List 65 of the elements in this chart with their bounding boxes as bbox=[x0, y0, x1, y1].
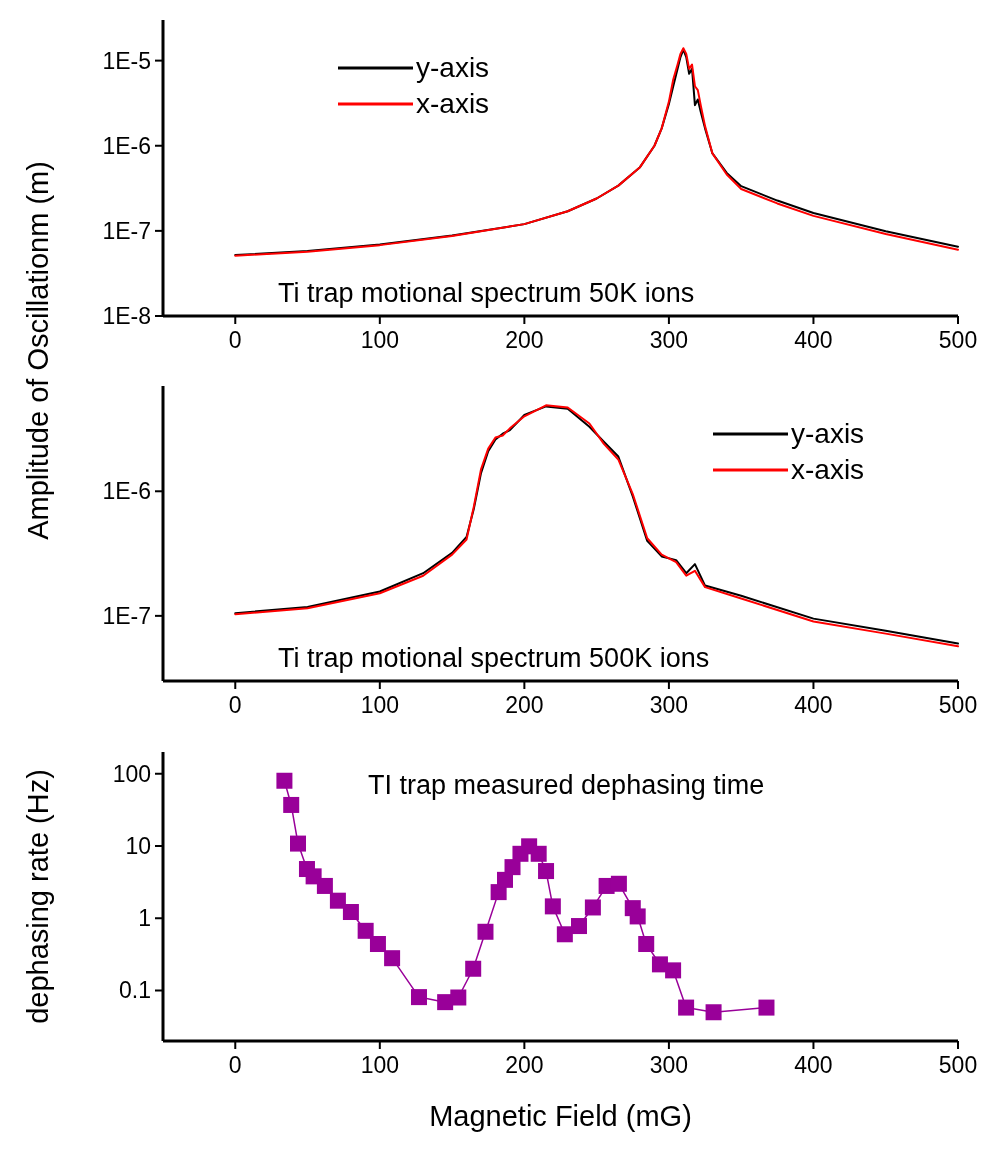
x-tick-label: 300 bbox=[649, 1052, 689, 1078]
point bbox=[329, 892, 346, 909]
point bbox=[450, 989, 467, 1006]
point bbox=[610, 875, 627, 892]
point bbox=[276, 772, 293, 789]
y-tick-label: 0.1 bbox=[119, 977, 151, 1004]
point bbox=[283, 796, 300, 813]
x-tick-label: 100 bbox=[360, 692, 400, 718]
y-tick-label: 100 bbox=[112, 760, 151, 787]
x-tick-label: 0 bbox=[228, 327, 242, 353]
y-tick-label: 1E-6 bbox=[102, 478, 151, 505]
point bbox=[758, 999, 775, 1016]
annotation: TI trap measured dephasing time bbox=[368, 770, 765, 800]
point bbox=[538, 863, 555, 880]
legend-label: y-axis bbox=[416, 52, 490, 83]
point bbox=[384, 950, 401, 967]
y-tick-label: 1E-7 bbox=[102, 602, 151, 629]
x-tick-label: 300 bbox=[649, 692, 689, 718]
point bbox=[369, 936, 386, 953]
x-tick-label: 300 bbox=[649, 327, 689, 353]
point bbox=[477, 923, 494, 940]
point bbox=[465, 960, 482, 977]
point bbox=[571, 918, 587, 935]
y-tick-label: 10 bbox=[125, 833, 151, 859]
x-tick-label: 500 bbox=[938, 1052, 978, 1078]
y-tick-label: 1E-7 bbox=[102, 217, 151, 244]
legend-label: x-axis bbox=[791, 454, 865, 485]
x-tick-label: 0 bbox=[228, 692, 242, 718]
x-tick-label: 500 bbox=[938, 327, 978, 353]
y-axis-title: Amplitude of Oscillationm (m) bbox=[22, 161, 54, 540]
point bbox=[629, 908, 646, 925]
y-tick-label: 1E-5 bbox=[102, 47, 151, 74]
point bbox=[497, 871, 513, 888]
x-tick-label: 200 bbox=[505, 1052, 544, 1078]
x-tick-label: 400 bbox=[794, 692, 833, 718]
point bbox=[665, 962, 682, 979]
point bbox=[678, 999, 695, 1016]
legend-label: y-axis bbox=[791, 418, 865, 449]
x-tick-label: 0 bbox=[228, 1052, 242, 1078]
x-tick-label: 200 bbox=[505, 327, 544, 353]
point bbox=[357, 922, 374, 939]
y-tick-label: 1E-6 bbox=[102, 132, 151, 159]
point bbox=[530, 845, 547, 862]
y-tick-label: 1E-8 bbox=[102, 303, 151, 329]
point bbox=[584, 899, 601, 916]
legend-label: x-axis bbox=[416, 88, 490, 119]
x-tick-label: 400 bbox=[794, 327, 833, 353]
point bbox=[316, 877, 333, 894]
x-tick-label: 500 bbox=[938, 692, 978, 718]
point bbox=[705, 1004, 722, 1021]
point bbox=[638, 936, 655, 953]
x-axis-title: Magnetic Field (mG) bbox=[429, 1100, 692, 1132]
point bbox=[342, 904, 359, 921]
point bbox=[290, 835, 307, 852]
x-tick-label: 200 bbox=[505, 692, 544, 718]
annotation: Ti trap motional spectrum 50K ions bbox=[278, 278, 695, 308]
y-tick-label: 1 bbox=[138, 905, 151, 932]
x-tick-label: 400 bbox=[794, 1052, 833, 1078]
annotation: Ti trap motional spectrum 500K ions bbox=[278, 643, 710, 673]
point bbox=[556, 926, 573, 943]
x-tick-label: 100 bbox=[360, 327, 400, 353]
point bbox=[410, 989, 427, 1006]
point bbox=[544, 898, 561, 915]
y-axis-title: dephasing rate (Hz) bbox=[22, 769, 54, 1024]
x-tick-label: 100 bbox=[360, 1052, 400, 1078]
